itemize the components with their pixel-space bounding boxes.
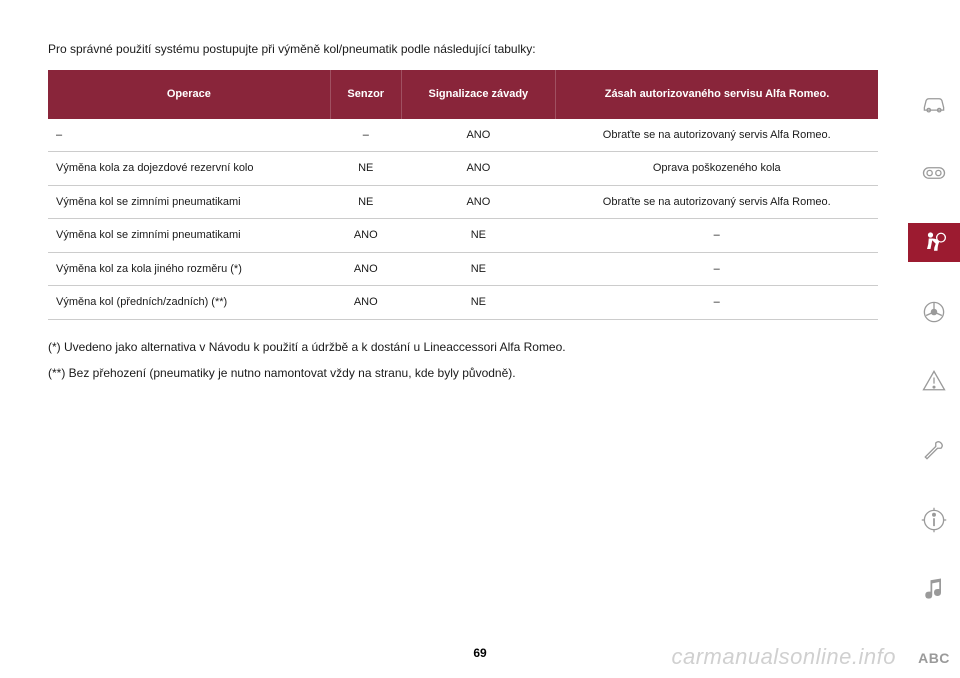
col-header: Operace [48, 70, 330, 119]
table-cell: Oprava poškozeného kola [555, 152, 878, 186]
wrench-icon[interactable] [908, 431, 960, 470]
table-cell: NE [330, 152, 401, 186]
table-row: Výměna kola za dojezdové rezervní koloNE… [48, 152, 878, 186]
col-header: Zásah autorizovaného servisu Alfa Romeo. [555, 70, 878, 119]
table-row: Výměna kol (předních/zadních) (**)ANONE– [48, 286, 878, 320]
sidebar-nav: ABC [908, 0, 960, 678]
table-cell: – [555, 286, 878, 320]
music-icon[interactable] [908, 569, 960, 608]
table-row: Výměna kol se zimními pneumatikamiNEANOO… [48, 185, 878, 219]
table-cell: Obraťte se na autorizovaný servis Alfa R… [555, 185, 878, 219]
table-body: ––ANOObraťte se na autorizovaný servis A… [48, 119, 878, 320]
footnotes: (*) Uvedeno jako alternativa v Návodu k … [48, 338, 878, 382]
col-header: Signalizace závady [401, 70, 555, 119]
page-number: 69 [473, 646, 486, 660]
airbag-icon[interactable] [908, 223, 960, 262]
footnote: (*) Uvedeno jako alternativa v Návodu k … [48, 338, 878, 356]
table-cell: ANO [330, 286, 401, 320]
table-cell: ANO [401, 152, 555, 186]
table-cell: Výměna kol za kola jiného rozměru (*) [48, 252, 330, 286]
table-cell: ANO [330, 219, 401, 253]
table-cell: – [48, 119, 330, 152]
table-cell: NE [401, 219, 555, 253]
table-cell: – [555, 252, 878, 286]
footnote: (**) Bez přehození (pneumatiky je nutno … [48, 364, 878, 382]
car-icon[interactable] [908, 84, 960, 123]
warning-icon[interactable] [908, 361, 960, 400]
dashboard-icon[interactable] [908, 153, 960, 192]
watermark: carmanualsonline.info [671, 644, 896, 670]
table-row: Výměna kol za kola jiného rozměru (*)ANO… [48, 252, 878, 286]
table-cell: Výměna kol (předních/zadních) (**) [48, 286, 330, 320]
abc-icon[interactable]: ABC [908, 639, 960, 678]
table-row: ––ANOObraťte se na autorizovaný servis A… [48, 119, 878, 152]
operations-table: Operace Senzor Signalizace závady Zásah … [48, 70, 878, 320]
intro-text: Pro správné použití systému postupujte p… [48, 40, 878, 58]
table-cell: Výměna kol se zimními pneumatikami [48, 185, 330, 219]
table-cell: ANO [330, 252, 401, 286]
table-cell: Obraťte se na autorizovaný servis Alfa R… [555, 119, 878, 152]
table-cell: NE [330, 185, 401, 219]
table-cell: NE [401, 286, 555, 320]
info-icon[interactable] [908, 500, 960, 539]
table-cell: Výměna kola za dojezdové rezervní kolo [48, 152, 330, 186]
table-cell: ANO [401, 119, 555, 152]
table-cell: Výměna kol se zimními pneumatikami [48, 219, 330, 253]
steering-icon[interactable] [908, 292, 960, 331]
table-cell: – [330, 119, 401, 152]
table-row: Výměna kol se zimními pneumatikamiANONE– [48, 219, 878, 253]
col-header: Senzor [330, 70, 401, 119]
table-cell: NE [401, 252, 555, 286]
table-cell: – [555, 219, 878, 253]
main-content: Pro správné použití systému postupujte p… [0, 0, 908, 678]
table-cell: ANO [401, 185, 555, 219]
